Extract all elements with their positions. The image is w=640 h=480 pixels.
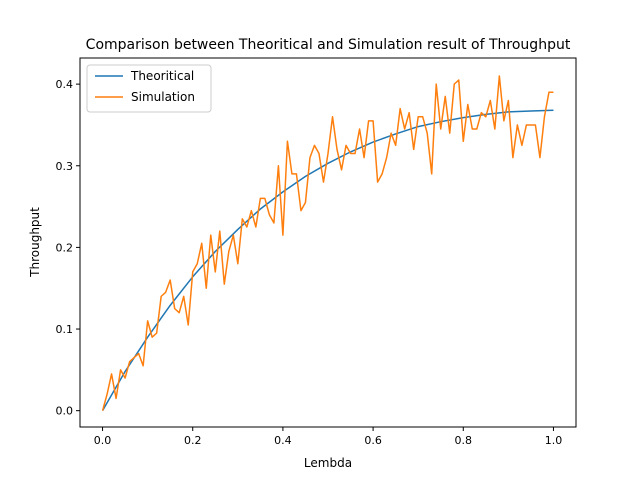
legend-label-simulation: Simulation [131, 90, 195, 104]
x-tick-label: 0.4 [274, 434, 292, 447]
x-tick-label: 0.2 [184, 434, 202, 447]
x-tick-label: 1.0 [545, 434, 563, 447]
x-tick-label: 0.8 [455, 434, 473, 447]
x-axis-label: Lembda [304, 456, 352, 470]
x-tick-label: 0.6 [364, 434, 382, 447]
plot-area: 0.0 0.2 0.4 0.6 0.8 1.0 0.0 0.1 0.2 0.3 0.4 [56, 57, 577, 447]
series-layer [101, 75, 554, 412]
x-axis-ticks: 0.0 0.2 0.4 0.6 0.8 1.0 [94, 427, 562, 447]
legend-label-theoritical: Theoritical [130, 69, 194, 83]
y-tick-label: 0.0 [56, 405, 74, 418]
y-axis-ticks: 0.0 0.1 0.2 0.3 0.4 [56, 78, 80, 418]
y-tick-label: 0.3 [56, 160, 74, 173]
series-line-simulation [101, 75, 554, 411]
y-tick-label: 0.1 [56, 323, 74, 336]
y-tick-label: 0.4 [56, 78, 74, 91]
y-tick-label: 0.2 [56, 241, 74, 254]
legend: Theoritical Simulation [86, 64, 212, 113]
chart-title: Comparison between Theoritical and Simul… [86, 37, 571, 53]
series-line-theoritical [101, 109, 554, 412]
x-tick-label: 0.0 [94, 434, 112, 447]
axes-frame [79, 57, 577, 428]
y-axis-label: Throughput [28, 207, 42, 278]
